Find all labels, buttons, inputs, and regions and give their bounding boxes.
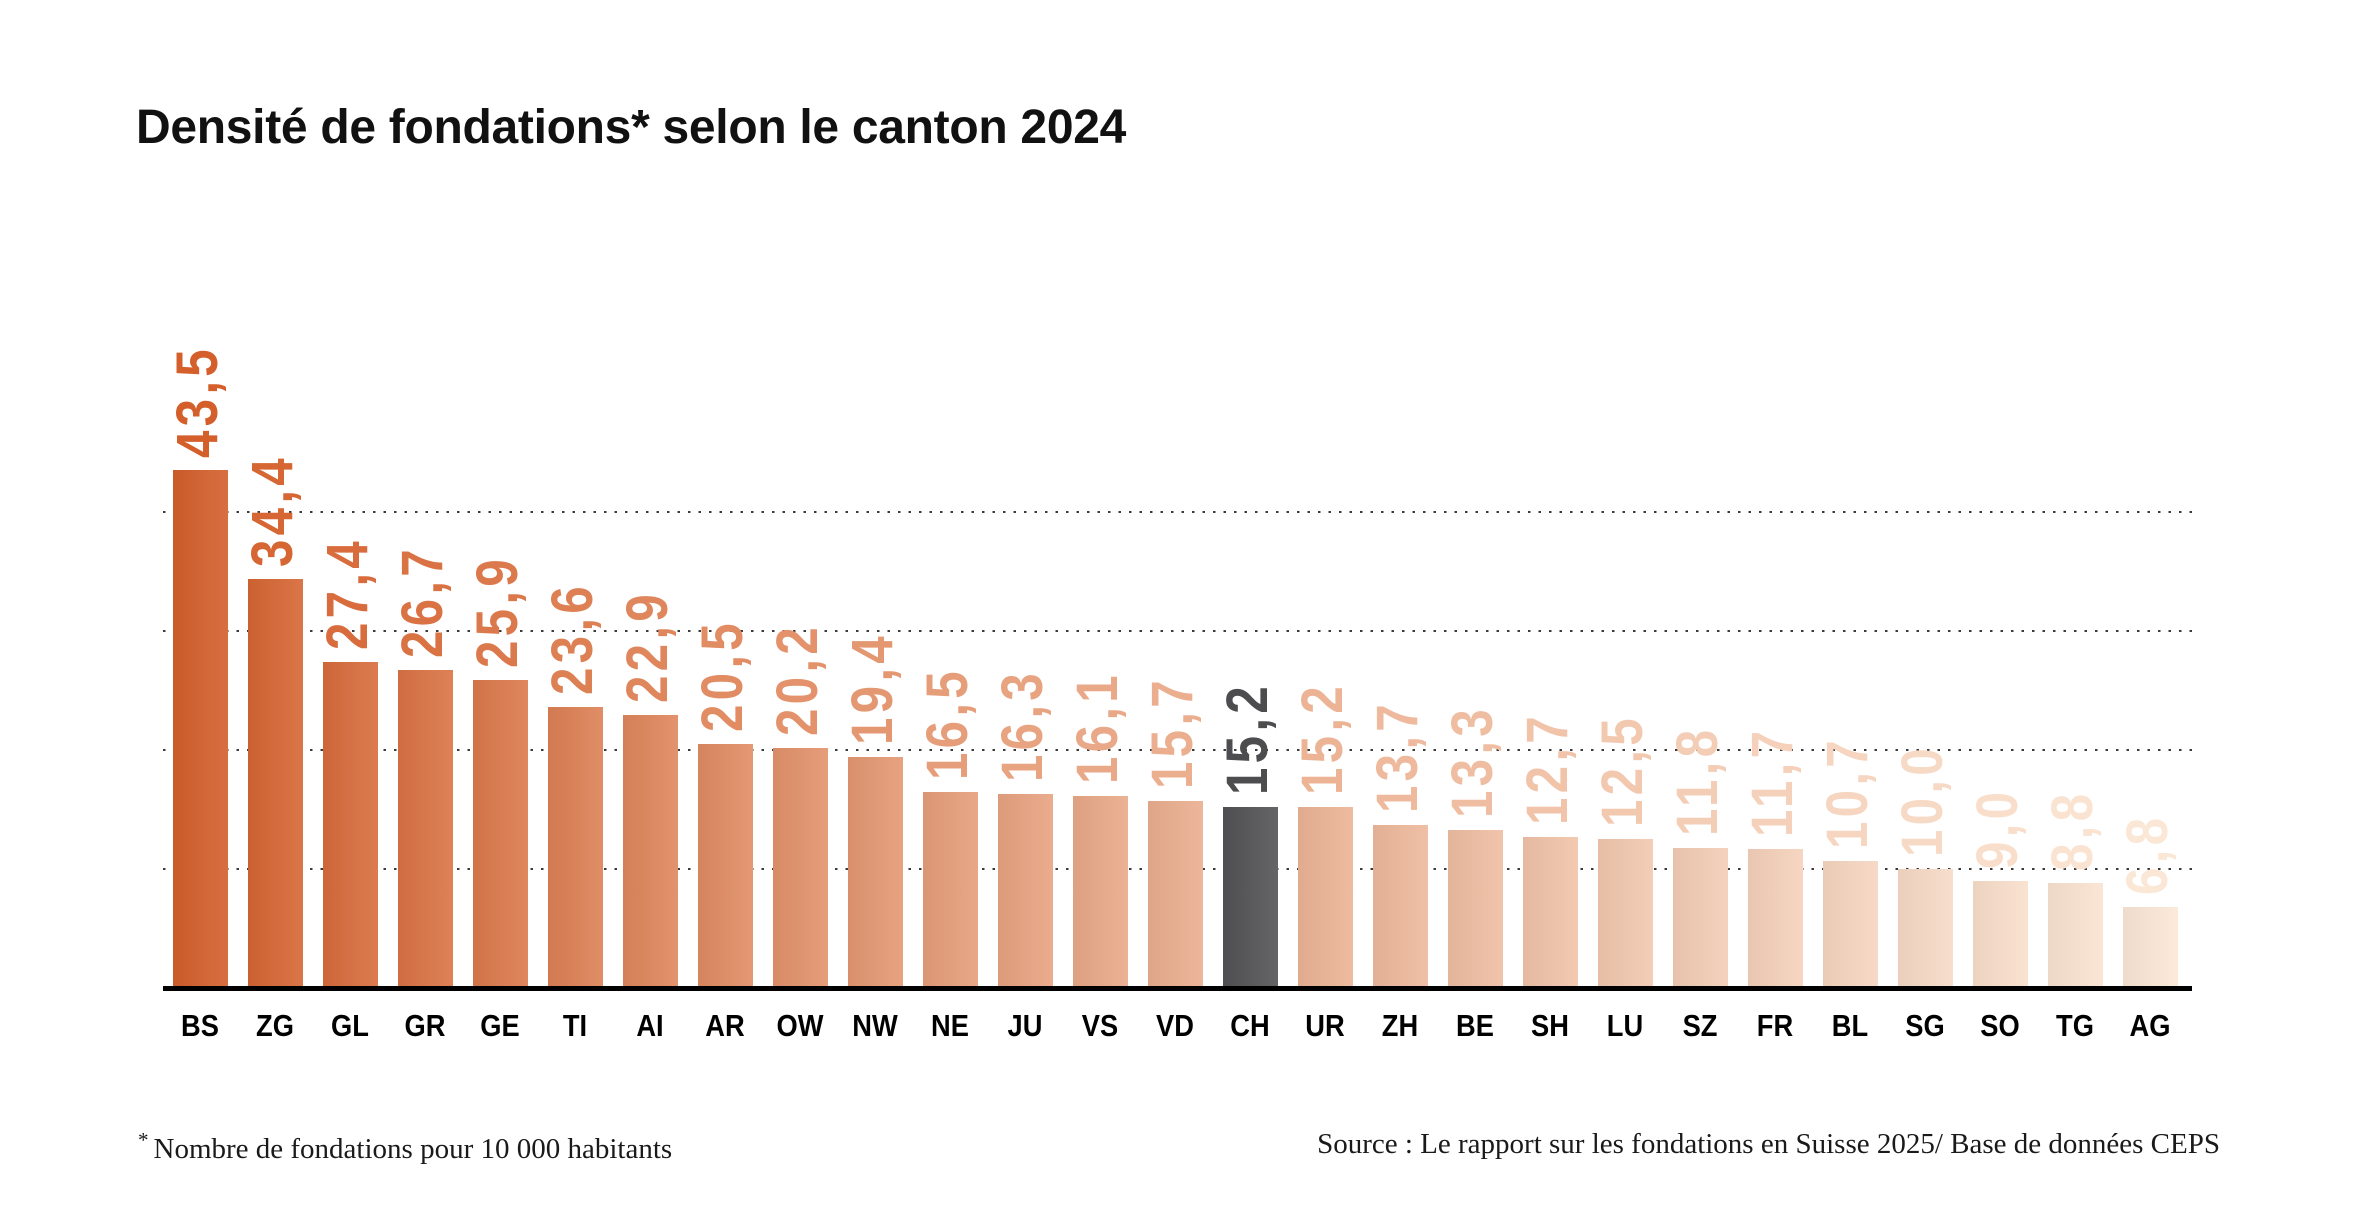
bar-ur [1297,807,1353,988]
x-axis-label-ti: TI [562,1008,588,1043]
bar-lu [1597,839,1653,988]
bar-fr [1747,848,1803,989]
x-axis-label-gr: GR [404,1008,446,1043]
bar-value-label: 25,9 [465,554,530,668]
x-axis-label-lu: LU [1606,1008,1644,1043]
x-axis-label-ne: NE [931,1008,969,1043]
bar-value-label: 10,0 [1890,744,1955,857]
x-axis-label-tg: TG [2056,1008,2094,1043]
x-axis-label-sz: SZ [1682,1008,1718,1043]
bar-value-label: 26,7 [390,545,455,659]
bar-value-label: 16,3 [990,669,1055,783]
bar-value-label: 13,7 [1365,700,1430,813]
bar-sh [1522,836,1578,989]
bar-bs [172,470,228,988]
bar-ar [697,744,753,988]
chart-title: Densité de fondations* selon le canton 2… [136,101,1127,154]
bar-ag [2122,907,2178,988]
bar-value-label: 15,7 [1140,676,1205,790]
x-axis-label-ur: UR [1305,1008,1345,1043]
x-axis-label-ag: AG [2129,1008,2171,1043]
bar-tg [2047,883,2103,988]
bar-ju [997,794,1053,988]
bar-vs [1072,796,1128,988]
bar-sg [1897,869,1953,988]
bar-vd [1147,801,1203,988]
bar-ow [772,747,828,989]
footnote: * Nombre de fondations pour 10 000 habita… [138,1128,672,1166]
bar-value-label: 6,8 [2115,813,2180,896]
bar-value-label: 10,7 [1815,735,1880,849]
bar-be [1447,829,1503,989]
x-axis-label-zh: ZH [1381,1008,1419,1043]
bar-value-label: 20,2 [765,622,830,736]
x-axis-label-be: BE [1456,1008,1494,1043]
bar-value-label: 34,4 [240,453,305,567]
x-axis-label-vs: VS [1081,1008,1119,1043]
x-axis-label-sh: SH [1531,1008,1569,1043]
bar-value-label: 19,4 [840,632,905,746]
bar-value-label: 15,2 [1215,682,1280,796]
bar-ge [472,679,528,989]
bar-ch [1222,807,1278,988]
bar-value-label: 43,5 [165,345,230,459]
x-axis-label-ju: JU [1007,1008,1043,1043]
bar-value-label: 11,7 [1740,726,1805,837]
x-axis-label-ch: CH [1230,1008,1270,1043]
bar-value-label: 20,5 [690,619,755,733]
bar-value-label: 16,5 [915,666,980,780]
x-axis-label-ge: GE [480,1008,520,1043]
x-axis-label-so: SO [1980,1008,2020,1043]
bar-value-label: 12,7 [1515,711,1580,825]
bar-sz [1672,847,1728,989]
x-axis-label-bl: BL [1831,1008,1869,1043]
bar-value-label: 15,2 [1290,682,1355,796]
x-axis-label-vd: VD [1156,1008,1194,1043]
gridline [163,510,2192,513]
footnote-text: Nombre de fondations pour 10 000 habitan… [153,1133,673,1165]
bar-value-label: 16,1 [1065,671,1130,785]
x-axis-label-ai: AI [636,1008,664,1043]
x-axis-label-bs: BS [181,1008,219,1043]
x-axis-label-fr: FR [1756,1008,1794,1043]
bar-so [1972,880,2028,989]
source-credit: Source : Le rapport sur les fondations e… [1317,1128,2220,1160]
x-axis-label-gl: GL [331,1008,369,1043]
bar-nw [847,757,903,988]
bar-gl [322,661,378,989]
bar-zg [247,578,303,989]
bar-value-label: 23,6 [540,582,605,696]
bar-value-label: 27,4 [315,536,380,650]
footnote-marker: * [138,1128,149,1152]
bar-value-label: 12,5 [1590,714,1655,828]
bar-ne [922,791,978,989]
bar-value-label: 22,9 [615,590,680,704]
bar-bl [1822,860,1878,989]
x-axis-label-ar: AR [705,1008,745,1043]
gridline [163,748,2192,751]
x-axis-label-sg: SG [1905,1008,1945,1043]
gridline [163,629,2192,632]
bar-zh [1372,824,1428,989]
bar-value-label: 9,0 [1965,787,2030,869]
bar-ai [622,715,678,988]
x-axis-label-nw: NW [852,1008,898,1043]
bar-value-label: 8,8 [2040,789,2105,872]
bar-value-label: 13,3 [1440,704,1505,818]
x-axis-label-zg: ZG [256,1008,294,1043]
bar-gr [397,670,453,988]
x-axis-line [163,986,2192,991]
bar-ti [547,707,603,988]
bar-value-label: 11,8 [1665,725,1730,836]
x-axis-label-ow: OW [776,1008,824,1043]
